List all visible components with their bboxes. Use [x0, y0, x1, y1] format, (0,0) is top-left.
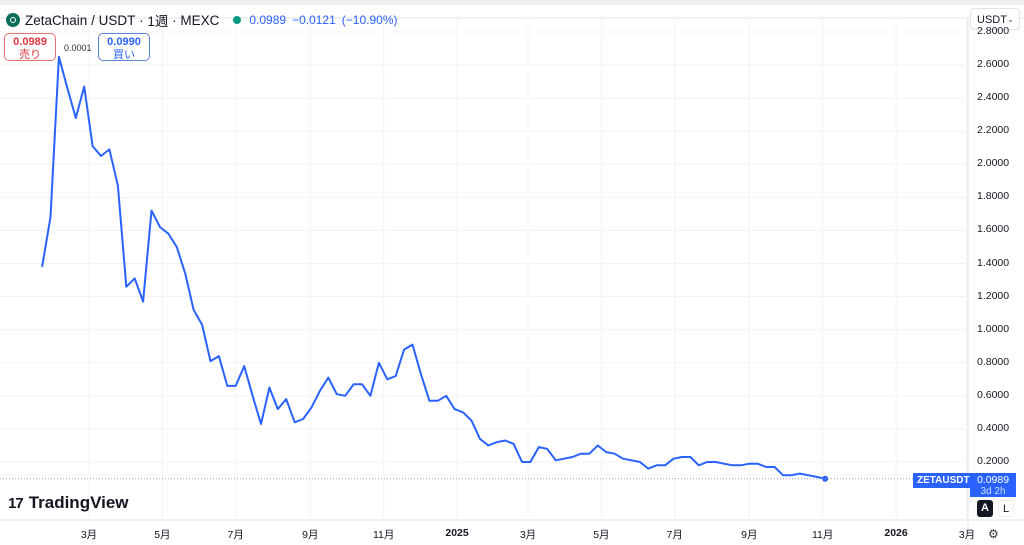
price-tick: 2.0000 — [977, 157, 1010, 170]
currency-select[interactable]: USDT ⌄ — [970, 8, 1020, 30]
currency-value: USDT — [977, 14, 1007, 26]
price-tick: 1.6000 — [977, 223, 1010, 236]
tradingview-wordmark: TradingView — [28, 493, 129, 512]
price-tick: 1.8000 — [977, 190, 1010, 203]
tradingview-logo[interactable]: 17 TradingView — [8, 493, 129, 513]
time-tick: 2025 — [445, 527, 469, 539]
price-tick: 0.2000 — [977, 455, 1010, 467]
sell-label: 売り — [19, 49, 41, 61]
exchange: MEXC — [180, 12, 220, 28]
price-tick: 2.8000 — [977, 24, 1010, 37]
time-tick: 11月 — [372, 529, 395, 541]
bar-countdown: 3d 2h — [980, 486, 1006, 497]
time-tick: 5月 — [154, 529, 171, 541]
time-tick: 3月 — [80, 529, 98, 541]
price-tick: 0.6000 — [977, 388, 1010, 401]
tradingview-mark-icon: 17 — [8, 494, 24, 512]
price-tick: 2.2000 — [977, 124, 1010, 137]
gear-icon[interactable]: ⚙ — [988, 527, 999, 541]
time-tick: 7月 — [666, 529, 683, 541]
symbol-tag: ZETAUSDT — [913, 473, 974, 488]
spread: 0.0001 — [64, 43, 92, 53]
time-tick: 11月 — [811, 529, 834, 541]
current-price: 0.0989 — [976, 474, 1010, 486]
chevron-down-icon: ⌄ — [1007, 15, 1014, 24]
price-tick: 0.8000 — [977, 355, 1010, 368]
interval[interactable]: 1週 — [147, 14, 169, 29]
buy-label: 買い — [113, 49, 135, 61]
buy-button[interactable]: 0.0990 買い — [98, 33, 150, 61]
price-tick: 0.4000 — [977, 421, 1010, 434]
time-tick: 9月 — [741, 529, 758, 541]
time-tick: 3月 — [519, 529, 537, 541]
price-tick: 1.0000 — [977, 322, 1010, 335]
time-tick: 7月 — [227, 529, 244, 541]
time-tick: 3月 — [958, 529, 976, 541]
last-price: 0.0989 — [249, 13, 287, 27]
price-change-pct: (−10.90%) — [341, 13, 398, 27]
time-tick: 2026 — [884, 527, 908, 539]
price-tick: 1.4000 — [977, 256, 1010, 269]
price-tick: 1.2000 — [977, 289, 1010, 302]
current-price-label: 0.0989 3d 2h — [970, 473, 1016, 497]
price-line — [41, 55, 826, 480]
price-tick: 2.6000 — [977, 58, 1010, 71]
buy-price: 0.0990 — [107, 36, 141, 48]
symbol-name[interactable]: ZetaChain — [25, 12, 88, 28]
zetachain-logo-icon — [6, 13, 20, 27]
symbol-pair: / USDT — [91, 12, 136, 28]
sell-price: 0.0989 — [13, 36, 47, 48]
market-status-icon — [233, 16, 242, 24]
price-tick: 2.4000 — [977, 91, 1010, 104]
log-scale-button[interactable]: L — [998, 500, 1014, 517]
sell-button[interactable]: 0.0989 売り — [4, 33, 56, 61]
time-tick: 5月 — [593, 529, 610, 541]
chart-legend: ZetaChain / USDT · 1週 · MEXC 0.0989 −0.0… — [6, 10, 403, 30]
time-tick: 9月 — [302, 529, 319, 541]
auto-scale-button[interactable]: A — [977, 500, 993, 517]
top-border — [0, 0, 1024, 5]
price-change: −0.0121 — [292, 13, 336, 27]
